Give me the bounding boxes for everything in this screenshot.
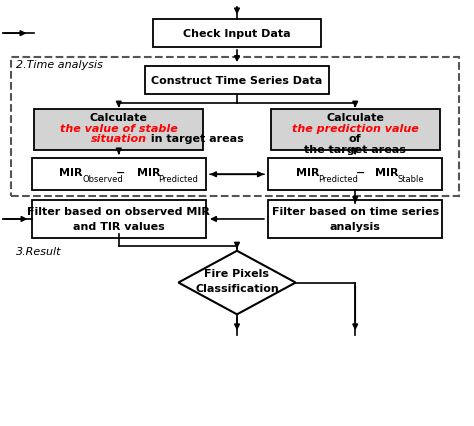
Text: Check Input Data: Check Input Data — [183, 29, 291, 39]
Polygon shape — [178, 251, 296, 314]
Bar — [11, 58, 458, 197]
Text: Filter based on time series: Filter based on time series — [272, 207, 439, 216]
Text: 2.Time analysis: 2.Time analysis — [17, 60, 103, 70]
Text: Fire Pixels: Fire Pixels — [204, 268, 270, 278]
Text: MIR: MIR — [375, 168, 399, 178]
Text: Stable: Stable — [398, 174, 425, 183]
Text: −: − — [116, 168, 126, 178]
Text: Predicted: Predicted — [158, 174, 199, 183]
Bar — [153, 20, 321, 48]
Text: Classification: Classification — [195, 283, 279, 293]
Text: Calculate: Calculate — [90, 112, 148, 122]
Text: in target areas: in target areas — [146, 134, 243, 144]
Text: the target areas: the target areas — [304, 145, 406, 155]
Text: Construct Time Series Data: Construct Time Series Data — [151, 76, 323, 86]
Text: 3.Result: 3.Result — [17, 246, 62, 256]
Text: of: of — [349, 134, 362, 144]
Text: situation: situation — [91, 134, 147, 144]
Bar — [271, 109, 440, 151]
Text: −: − — [356, 168, 365, 178]
Text: Calculate: Calculate — [326, 112, 384, 122]
Text: Filter based on observed MIR: Filter based on observed MIR — [27, 207, 210, 216]
Bar — [32, 201, 206, 238]
Bar — [32, 159, 206, 191]
Text: MIR: MIR — [59, 168, 82, 178]
Text: analysis: analysis — [330, 222, 381, 231]
Text: MIR: MIR — [137, 168, 160, 178]
Text: Predicted: Predicted — [319, 174, 358, 183]
Bar — [34, 109, 203, 151]
Text: Observed: Observed — [82, 174, 123, 183]
Bar — [268, 159, 442, 191]
Text: and TIR values: and TIR values — [73, 222, 164, 231]
Text: the value of stable: the value of stable — [60, 123, 178, 133]
Text: MIR: MIR — [296, 168, 319, 178]
Text: the prediction value: the prediction value — [292, 123, 419, 133]
Bar — [145, 67, 329, 95]
Bar — [268, 201, 442, 238]
